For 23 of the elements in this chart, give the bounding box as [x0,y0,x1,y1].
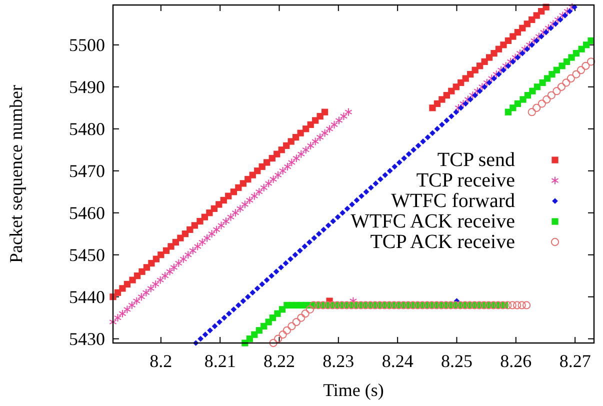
y-tick-label: 5490 [69,76,105,97]
legend-label: TCP send [437,149,515,171]
y-tick-label: 5500 [69,34,105,55]
y-tick-label: 5440 [69,286,105,307]
y-tick-label: 5460 [69,202,105,223]
legend-label: TCP receive [416,170,516,192]
x-tick-label: 8.21 [204,351,236,371]
x-tick-label: 8.2 [150,351,172,371]
legend-label: WTFC forward [391,190,515,212]
x-tick-label: 8.22 [264,351,295,371]
legend-label: WTFC ACK receive [350,210,516,232]
x-axis-title: Time (s) [323,380,384,400]
x-tick-label: 8.23 [322,351,354,371]
y-tick-label: 5470 [69,160,105,181]
y-tick-label: 5430 [69,328,105,349]
x-tick-label: 8.26 [500,351,532,371]
x-tick-label: 8.24 [382,351,414,371]
legend-label: TCP ACK receive [370,231,516,253]
y-tick-label: 5450 [69,244,105,265]
y-tick-label: 5480 [69,118,105,139]
x-tick-label: 8.25 [440,351,472,371]
y-axis-title: Packet sequence number [6,85,26,263]
x-tick-label: 8.27 [559,351,591,371]
